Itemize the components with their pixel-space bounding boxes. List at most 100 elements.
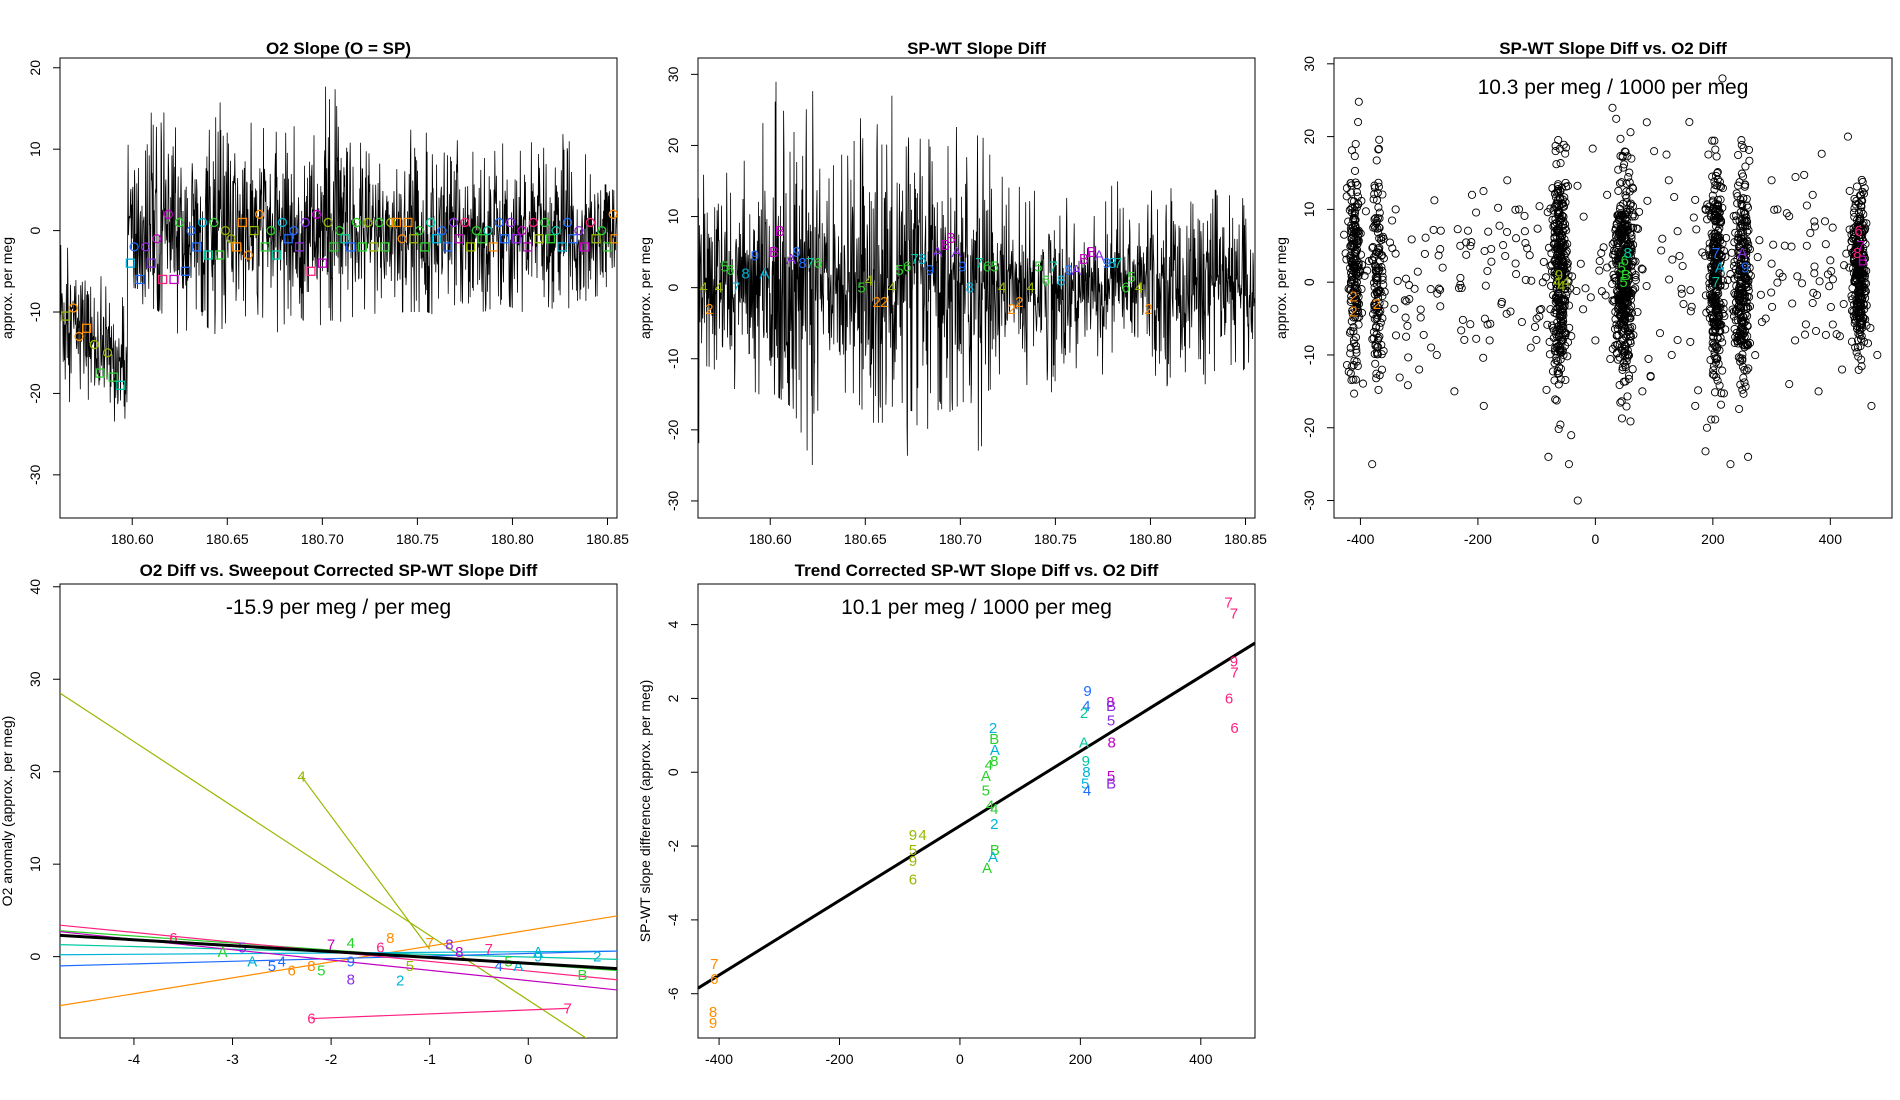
data-marker-square [317, 258, 327, 268]
scatter-point [1821, 240, 1830, 249]
scatter-point [1614, 287, 1623, 297]
scatter-point [1535, 312, 1544, 321]
scatter-point [1340, 230, 1349, 239]
y-tick-label: 0 [1301, 278, 1317, 286]
data-marker-circle [551, 225, 561, 236]
scatter-point [1709, 312, 1718, 321]
data-marker: 8 [1108, 255, 1116, 272]
scatter-point [1845, 186, 1854, 195]
scatter-point [1622, 255, 1631, 264]
data-marker: 7 [1114, 255, 1122, 272]
data-marker-circle [289, 225, 299, 236]
scatter-point [1462, 250, 1471, 259]
scatter-point [1420, 249, 1429, 258]
data-marker: 2 [880, 294, 888, 311]
scatter-point [1353, 232, 1362, 241]
scatter-point [1351, 215, 1360, 224]
scatter-point [1709, 327, 1718, 336]
scatter-point [1550, 376, 1559, 385]
y-tick-label: 0 [665, 768, 681, 776]
scatter-point [1419, 330, 1428, 339]
scatter-point [1375, 135, 1384, 144]
scatter-point [1858, 269, 1867, 278]
scatter-point [1354, 97, 1363, 106]
scatter-point [1707, 415, 1716, 424]
scatter-point [1626, 128, 1635, 137]
scatter-point [1466, 320, 1475, 329]
scatter-point [1733, 336, 1742, 345]
scatter-point [1555, 229, 1564, 238]
scatter-point [1675, 251, 1684, 261]
scatter-point [1642, 281, 1651, 291]
scatter-point [1372, 322, 1381, 331]
scatter-point [1599, 243, 1608, 252]
scatter-point [1621, 147, 1630, 157]
scatter-point [1717, 389, 1726, 398]
scatter-point [1567, 431, 1576, 440]
data-point: 8 [990, 753, 998, 770]
scatter-point [1551, 193, 1561, 202]
scatter-point [1436, 302, 1445, 311]
scatter-point [1740, 365, 1749, 374]
scatter-point [1612, 236, 1621, 245]
scatter-point [1622, 305, 1631, 314]
scatter-point [1626, 323, 1635, 333]
scatter-point [1375, 322, 1384, 332]
scatter-point [1573, 181, 1582, 190]
data-marker-circle [494, 217, 504, 228]
chart-title: Trend Corrected SP-WT Slope Diff vs. O2 … [795, 561, 1159, 580]
data-marker: 2 [705, 301, 713, 318]
scatter-point [1347, 296, 1356, 305]
scatter-point [1625, 178, 1634, 187]
data-marker: A [760, 265, 770, 282]
scatter-point [1734, 247, 1743, 256]
y-tick-label: 10 [1301, 201, 1317, 217]
data-marker: 9 [958, 258, 966, 275]
scatter-point [1853, 301, 1863, 310]
y-tick-label: 20 [1301, 129, 1317, 145]
data-point: 7 [1230, 665, 1238, 682]
scatter-point [1797, 279, 1807, 288]
scatter-point [1369, 327, 1378, 337]
data-point: 8 [1108, 735, 1116, 752]
data-marker-circle [363, 217, 373, 228]
scatter-point [1742, 194, 1751, 204]
data-marker-circle [152, 234, 162, 244]
scatter-point [1456, 273, 1465, 282]
scatter-point [1350, 281, 1359, 290]
scatter-point [1732, 211, 1741, 220]
scatter-point [1716, 269, 1725, 278]
scatter-point [1692, 225, 1701, 234]
scatter-point [1375, 257, 1384, 266]
scatter-point [1521, 238, 1530, 248]
data-marker: 5 [1127, 269, 1135, 286]
scatter-point [1407, 235, 1416, 244]
scatter-point [1739, 373, 1748, 382]
scatter-point [1369, 278, 1379, 287]
scatter-point [1348, 243, 1357, 252]
data-marker-square [477, 234, 487, 244]
data-marker: 9 [793, 244, 801, 261]
data-marker-square [340, 234, 350, 244]
scatter-point [1356, 229, 1365, 238]
data-marker-square [329, 242, 339, 252]
fit-annotation: 10.1 per meg / 1000 per meg [841, 596, 1112, 619]
data-point: 2 [1080, 705, 1088, 722]
scatter-point [1352, 274, 1361, 283]
y-tick-label: 0 [665, 284, 681, 292]
scatter-point [1616, 319, 1625, 328]
scatter-point [1555, 257, 1564, 266]
scatter-point [1857, 207, 1866, 216]
scatter-point [1413, 267, 1422, 276]
scatter-point [1375, 223, 1384, 232]
scatter-point [1866, 323, 1875, 333]
scatter-point [1709, 362, 1718, 371]
scatter-point [1372, 219, 1381, 228]
scatter-point [1713, 333, 1722, 342]
scatter-point [1712, 344, 1721, 353]
scatter-point [1800, 170, 1809, 179]
scatter-point [1678, 261, 1687, 271]
data-marker: 4 [700, 280, 708, 297]
